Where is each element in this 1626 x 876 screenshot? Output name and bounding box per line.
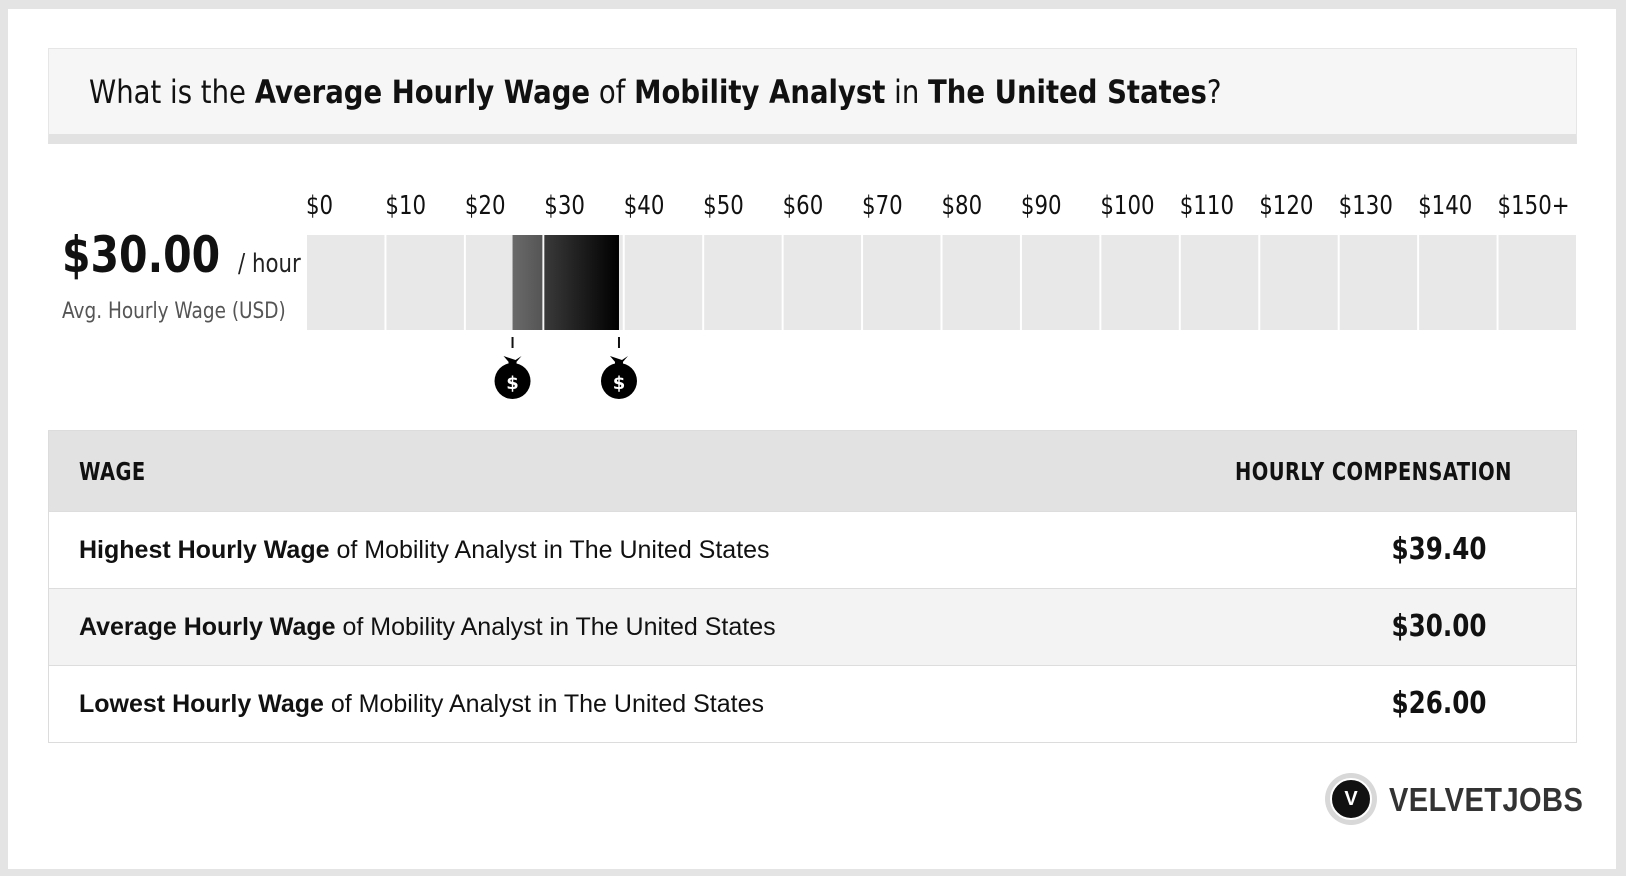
row-label: Lowest Hourly Wage of Mobility Analyst i… — [79, 690, 764, 718]
column-header-hourly-compensation: HOURLY COMPENSATION — [1235, 457, 1512, 486]
tick-label: $90 — [1021, 190, 1062, 221]
money-bag-icon — [503, 356, 522, 363]
range-high-segment — [544, 235, 619, 330]
question-heading: What is the Average Hourly Wage of Mobil… — [89, 73, 1222, 111]
track-segment — [1101, 235, 1179, 330]
wage-unit: / hour — [238, 249, 301, 279]
tick-label: $70 — [862, 190, 903, 221]
table-header: WAGE HOURLY COMPENSATION — [49, 431, 1576, 511]
money-bag-glyph: $ — [506, 373, 519, 394]
wage-range-chart: $0 $10 $20 $30 $40 $50 $60 $70 $80 $90 $100 $110 $12… — [306, 190, 1576, 399]
track-segment — [1260, 235, 1338, 330]
tick-label: $0 — [306, 190, 333, 221]
row-label: Average Hourly Wage of Mobility Analyst … — [79, 613, 776, 641]
track-segment — [307, 235, 385, 330]
track-segment — [1339, 235, 1418, 330]
row-value: $39.40 — [1391, 532, 1487, 567]
tick-label: $140 — [1418, 190, 1472, 221]
track-segment — [1180, 235, 1259, 330]
tick-label: $50 — [703, 190, 744, 221]
money-bag-icon — [600, 363, 637, 399]
tick-label: $100 — [1100, 190, 1154, 221]
track-segment — [783, 235, 862, 330]
money-bag-icon — [508, 362, 517, 366]
tick-label: $30 — [544, 190, 585, 221]
average-wage-value: $30.00 — [62, 226, 221, 284]
track-segment — [863, 235, 941, 330]
tick-label: $40 — [624, 190, 665, 221]
average-wage-caption: Avg. Hourly Wage (USD) — [62, 299, 286, 324]
track-segment — [386, 235, 464, 330]
velvetjobs-logo[interactable]: V VELVETJOBS — [1325, 773, 1585, 829]
money-bag-glyph: $ — [613, 373, 626, 394]
table-row-highest: Highest Hourly Wage of Mobility Analyst … — [49, 511, 1576, 588]
logo-mark-icon: V — [1325, 773, 1377, 825]
money-bag-icon — [494, 363, 531, 399]
tick-label: $110 — [1180, 190, 1234, 221]
money-bag-icon — [609, 356, 628, 363]
tick-label: $130 — [1339, 190, 1393, 221]
tick-label: $80 — [942, 190, 983, 221]
question-banner: What is the Average Hourly Wage of Mobil… — [48, 48, 1577, 144]
range-low-segment — [512, 235, 543, 330]
track-segment — [624, 235, 703, 330]
tick-label: $10 — [385, 190, 426, 221]
track-segment — [1419, 235, 1497, 330]
tick-label: $20 — [465, 190, 506, 221]
average-wage-display: $30.00 / hour — [62, 226, 315, 284]
logo-mark-letter: V — [1330, 778, 1372, 820]
track-segment — [704, 235, 782, 330]
tick-label: $60 — [783, 190, 824, 221]
column-header-wage: WAGE — [79, 457, 146, 486]
row-value: $30.00 — [1391, 609, 1487, 644]
logo-wordmark: VELVETJOBS — [1389, 781, 1584, 818]
tick-label: $150+ — [1498, 190, 1570, 221]
track-segment — [942, 235, 1020, 330]
row-label: Highest Hourly Wage of Mobility Analyst … — [79, 536, 770, 564]
table-row-lowest: Lowest Hourly Wage of Mobility Analyst i… — [49, 665, 1576, 742]
track-segment — [1021, 235, 1100, 330]
money-bag-icon — [614, 362, 623, 366]
table-row-average: Average Hourly Wage of Mobility Analyst … — [49, 588, 1576, 665]
row-value: $26.00 — [1391, 686, 1487, 721]
track-segment — [1498, 235, 1576, 330]
tick-label: $120 — [1259, 190, 1313, 221]
wage-table: WAGE HOURLY COMPENSATION Highest Hourly … — [48, 430, 1577, 743]
